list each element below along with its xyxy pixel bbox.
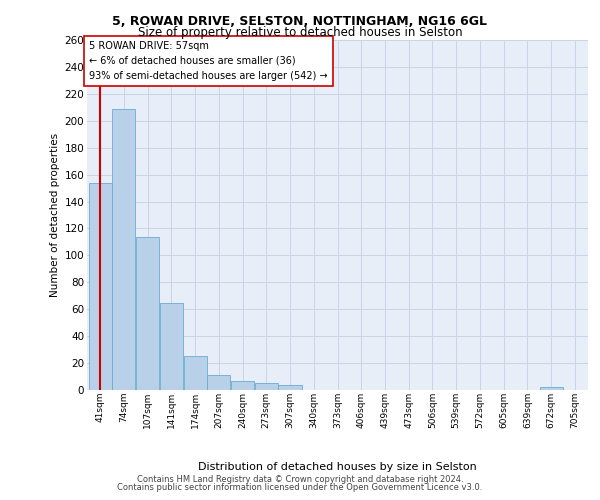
Text: Contains public sector information licensed under the Open Government Licence v3: Contains public sector information licen… [118, 484, 482, 492]
Bar [231, 380, 254, 390]
Bar [255, 384, 278, 390]
Bar [278, 384, 302, 390]
Bar [136, 236, 159, 390]
Bar [539, 388, 563, 390]
X-axis label: Distribution of detached houses by size in Selston: Distribution of detached houses by size … [198, 462, 477, 472]
Bar [89, 182, 112, 390]
Text: 5, ROWAN DRIVE, SELSTON, NOTTINGHAM, NG16 6GL: 5, ROWAN DRIVE, SELSTON, NOTTINGHAM, NG1… [113, 15, 487, 28]
Text: 5 ROWAN DRIVE: 57sqm
← 6% of detached houses are smaller (36)
93% of semi-detach: 5 ROWAN DRIVE: 57sqm ← 6% of detached ho… [89, 41, 328, 80]
Bar [112, 108, 136, 390]
Text: Size of property relative to detached houses in Selston: Size of property relative to detached ho… [137, 26, 463, 39]
Y-axis label: Number of detached properties: Number of detached properties [50, 133, 61, 297]
Bar [184, 356, 206, 390]
Text: Contains HM Land Registry data © Crown copyright and database right 2024.: Contains HM Land Registry data © Crown c… [137, 475, 463, 484]
Bar [207, 375, 230, 390]
Bar [160, 302, 183, 390]
